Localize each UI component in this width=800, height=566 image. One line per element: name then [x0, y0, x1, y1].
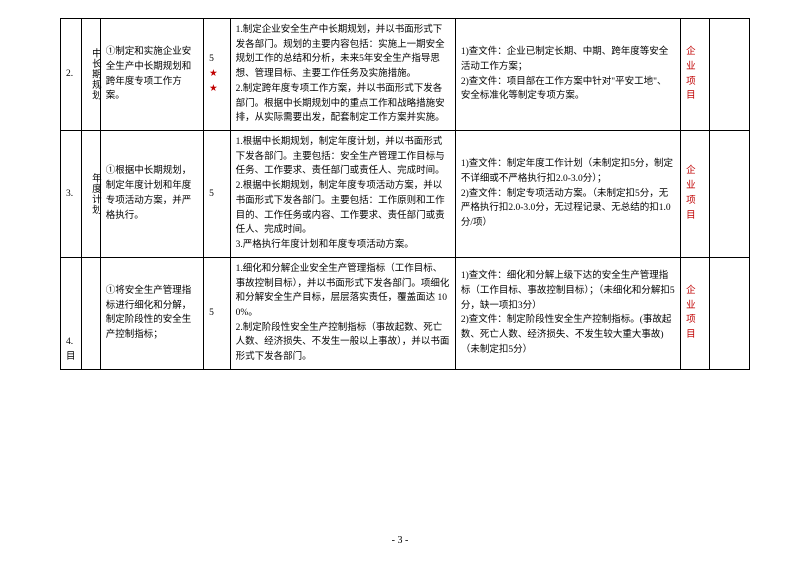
row-requirement: ①将安全生产管理指标进行细化和分解，制定阶段性的安全生产控制指标；: [100, 257, 203, 369]
row-blank: [710, 131, 750, 258]
row-score: 5 ★★: [204, 19, 231, 131]
row-name: 中长期规划: [82, 19, 101, 131]
row-name: [82, 257, 101, 369]
table-row: 2. 中长期规划 ①制定和实施企业安全生产中长期规划和跨年度专项工作方案。 5 …: [61, 19, 750, 131]
row-category: 企业项目: [681, 131, 710, 258]
row-score: 5: [204, 257, 231, 369]
row-index: 2.: [61, 19, 82, 131]
row-evaluation: 1)查文件：企业已制定长期、中期、跨年度等安全活动工作方案；2)查文件：项目部在…: [455, 19, 680, 131]
row-requirement: ①制定和实施企业安全生产中长期规划和跨年度专项工作方案。: [100, 19, 203, 131]
row-blank: [710, 19, 750, 131]
row-blank: [710, 257, 750, 369]
row-score: 5: [204, 131, 231, 258]
table-row: 3. 年度计划 ①根据中长期规划，制定年度计划和年度专项活动方案，并严格执行。 …: [61, 131, 750, 258]
page-number: - 3 -: [0, 535, 800, 546]
row-standard: 1.细化和分解企业安全生产管理指标（工作目标、事故控制目标），并以书面形式下发各…: [230, 257, 455, 369]
row-standard: 1.根据中长期规划，制定年度计划，并以书面形式下发各部门。主要包括：安全生产管理…: [230, 131, 455, 258]
row-category: 企业项目: [681, 257, 710, 369]
table-row: 4.目 ①将安全生产管理指标进行细化和分解，制定阶段性的安全生产控制指标； 5 …: [61, 257, 750, 369]
page: 2. 中长期规划 ①制定和实施企业安全生产中长期规划和跨年度专项工作方案。 5 …: [0, 0, 800, 566]
row-evaluation: 1)查文件：细化和分解上级下达的安全生产管理指标（工作目标、事故控制目标）；（未…: [455, 257, 680, 369]
row-evaluation: 1)查文件：制定年度工作计划（未制定扣5分，制定不详细或不严格执行扣2.0-3.…: [455, 131, 680, 258]
row-name: 年度计划: [82, 131, 101, 258]
row-standard: 1.制定企业安全生产中长期规划，并以书面形式下发各部门。规划的主要内容包括：实施…: [230, 19, 455, 131]
main-table: 2. 中长期规划 ①制定和实施企业安全生产中长期规划和跨年度专项工作方案。 5 …: [60, 18, 750, 370]
row-index: 3.: [61, 131, 82, 258]
row-category: 企业项目: [681, 19, 710, 131]
row-index: 4.目: [61, 257, 82, 369]
row-requirement: ①根据中长期规划，制定年度计划和年度专项活动方案，并严格执行。: [100, 131, 203, 258]
